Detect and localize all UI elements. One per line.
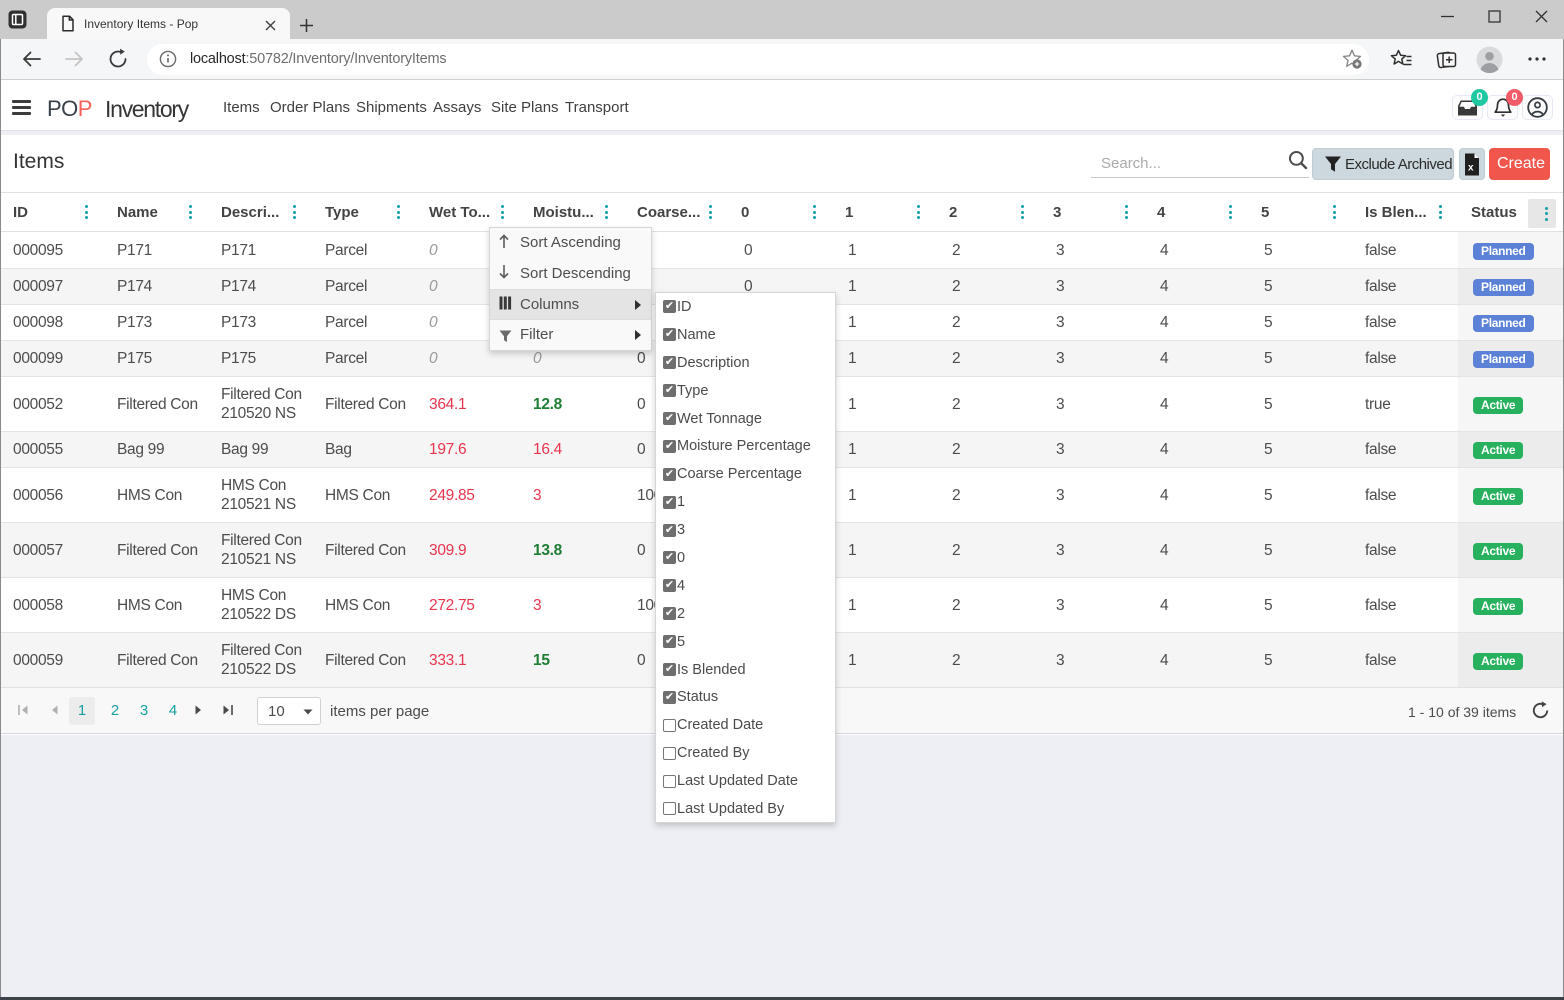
svg-text:x: x	[1468, 163, 1474, 174]
